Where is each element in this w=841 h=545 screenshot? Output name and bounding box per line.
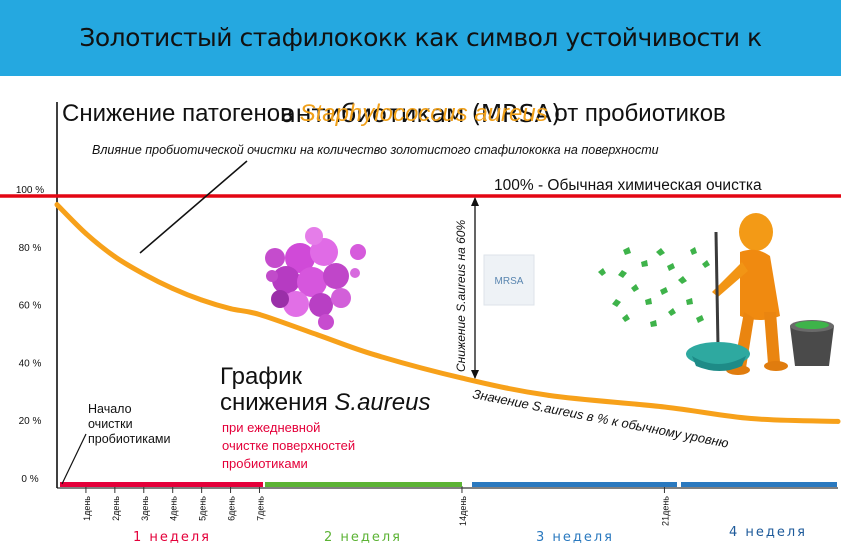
curve-point xyxy=(170,286,176,291)
curve-point xyxy=(835,419,841,424)
y-tick-labels: 100 % 80 % 60 % 40 % 20 % 0 % xyxy=(16,185,44,485)
reduction-arrow-top xyxy=(471,197,479,206)
y-tick-label: 40 % xyxy=(19,358,42,369)
y-tick-label: 80 % xyxy=(19,243,42,254)
curve-point xyxy=(83,231,89,236)
x-tick-label: 14день xyxy=(458,496,468,526)
graph-subtitle-line3: пробиотиками xyxy=(222,456,308,471)
chart-title-suffix: от пробиотиков xyxy=(548,100,726,127)
week2-label: 2 неделя xyxy=(324,530,402,545)
curve-point xyxy=(372,352,378,358)
graph-subtitle-line2: очистке поверхностей xyxy=(222,438,355,453)
week3-label: 3 неделя xyxy=(536,530,614,545)
x-tick-label: 4день xyxy=(169,496,179,521)
banner-title: Золотистый стафилококк как символ устойч… xyxy=(79,23,762,128)
x-tick-label: 21день xyxy=(660,496,670,526)
curve-point xyxy=(314,332,320,338)
x-ticks: 1день 2день 3день 4день 5день 6день 7день 14ден… xyxy=(82,486,670,526)
curve-point xyxy=(54,202,60,208)
graph-subtitle-line1: при ежедневной xyxy=(222,420,320,435)
week1-bar xyxy=(60,482,263,487)
start-label-line1: Начало xyxy=(88,402,132,416)
curve-point xyxy=(662,404,667,410)
x-tick-label: 3день xyxy=(140,496,150,521)
graph-title-line2-species: S.aureus xyxy=(334,389,430,416)
curve-point xyxy=(257,312,262,317)
reduction-arrow-bottom xyxy=(471,370,479,379)
start-pointer xyxy=(61,433,87,485)
week2-bar xyxy=(265,482,462,487)
mrsa-box xyxy=(483,254,535,306)
curve-point xyxy=(141,271,147,277)
chart-subtitle: Влияние пробиотической очистки на количе… xyxy=(92,143,659,157)
curve-annotation: Значение S.aureus в % к обычному уровню xyxy=(471,386,730,450)
graph-title-line1: График xyxy=(220,363,302,390)
curve-point xyxy=(748,416,754,421)
bucket-illustration xyxy=(790,320,834,366)
x-tick-label: 2день xyxy=(111,496,121,521)
header-banner xyxy=(0,0,841,76)
curve-points xyxy=(54,202,841,424)
x-tick-label: 6день xyxy=(227,496,237,521)
week3-bar xyxy=(472,482,677,487)
x-tick-label: 7день xyxy=(255,496,265,521)
x-tick-label: 1день xyxy=(82,496,92,521)
week1-label: 1 неделя xyxy=(133,530,211,545)
y-tick-label: 20 % xyxy=(19,416,42,427)
chart-title: Снижение патогенов Staphylococcus aureus… xyxy=(62,100,726,127)
graph-title-line2-prefix: снижения xyxy=(220,389,334,416)
subtitle-pointer xyxy=(139,160,248,254)
curve-point xyxy=(546,393,552,398)
start-label-line3: пробиотиками xyxy=(88,432,170,446)
green-bacteria-illustration xyxy=(598,247,710,327)
cleaning-figure-illustration xyxy=(686,213,788,375)
y-tick-label: 0 % xyxy=(21,474,38,485)
curve-point xyxy=(228,306,233,312)
week4-label: 4 неделя xyxy=(729,525,807,540)
curve-point xyxy=(459,375,465,381)
bacteria-cluster-illustration xyxy=(265,227,366,330)
chart-title-prefix: Снижение патогенов xyxy=(62,100,300,127)
start-label-line2: очистки xyxy=(88,417,133,431)
week4-bar xyxy=(681,482,837,487)
week-bars xyxy=(60,482,837,487)
y-tick-label: 100 % xyxy=(16,185,44,196)
x-tick-label: 5день xyxy=(198,496,208,521)
reduction-annotation: Снижение S.aureus на 60% xyxy=(454,220,468,372)
mrsa-label: MRSA xyxy=(495,276,524,287)
curve-point xyxy=(199,297,205,303)
chart-title-species: Staphylococcus aureus xyxy=(300,100,548,127)
reference-label: 100% - Обычная химическая очистка xyxy=(494,177,762,194)
curve-point xyxy=(112,254,118,260)
y-tick-label: 60 % xyxy=(19,301,42,312)
saureus-curve xyxy=(54,202,841,424)
graph-title-line2: снижения S.aureus xyxy=(220,389,430,416)
